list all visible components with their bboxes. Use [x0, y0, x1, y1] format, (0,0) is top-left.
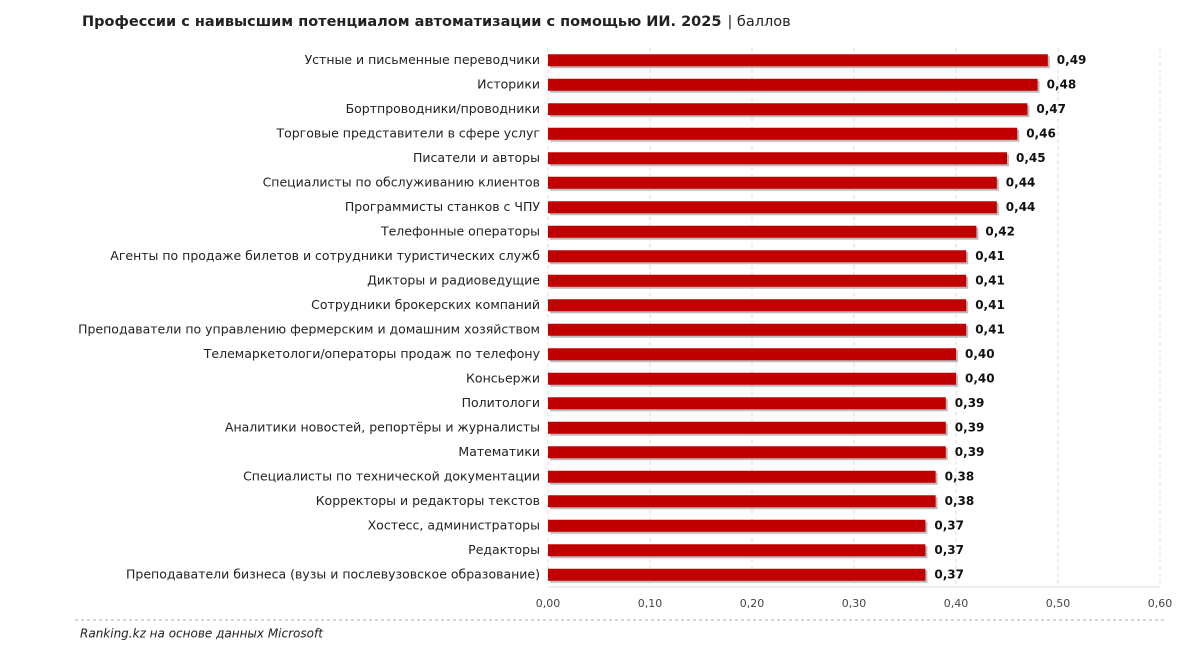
y-tick-label: Аналитики новостей, репортёры и журналис…	[225, 419, 540, 434]
value-label: 0,41	[975, 249, 1005, 263]
bar	[548, 176, 997, 189]
y-tick-label: Преподаватели по управлению фермерским и…	[78, 321, 540, 336]
source: Ranking.kz на основе данных Microsoft	[80, 627, 324, 641]
bar	[548, 78, 1038, 91]
y-tick-label: Писатели и авторы	[413, 150, 540, 165]
y-tick-label: Специалисты по технической документации	[243, 468, 540, 483]
value-label: 0,39	[955, 445, 985, 459]
bar	[548, 397, 946, 410]
value-label: 0,37	[934, 543, 964, 557]
x-tick-label: 0,30	[842, 597, 867, 610]
bar	[548, 54, 1048, 67]
bar	[548, 372, 956, 385]
x-tick-label: 0,10	[638, 597, 663, 610]
y-tick-label: Корректоры и редакторы текстов	[316, 493, 540, 508]
y-tick-label: Агенты по продаже билетов и сотрудники т…	[110, 248, 540, 263]
bar	[548, 127, 1018, 140]
bar	[548, 568, 926, 581]
y-tick-label: Устные и письменные переводчики	[305, 52, 540, 67]
y-tick-label: Телефонные операторы	[380, 223, 540, 238]
value-label: 0,38	[945, 494, 975, 508]
y-tick-label: Программисты станков с ЧПУ	[345, 199, 540, 214]
bar	[548, 225, 977, 238]
plot: 0,00 0,10 0,20 0,30 0,40 0,50 0,60 Устные и пис…	[78, 48, 1172, 610]
bar	[548, 323, 967, 336]
x-tick-label: 0,50	[1046, 597, 1071, 610]
chart-title: Профессии с наивысшим потенциалом автома…	[82, 14, 791, 30]
y-tick-label: Специалисты по обслуживанию клиентов	[263, 174, 540, 189]
value-label: 0,44	[1006, 200, 1036, 214]
y-tick-label: Сотрудники брокерских компаний	[311, 297, 540, 312]
bar	[548, 299, 967, 312]
value-label: 0,45	[1016, 151, 1046, 165]
y-tick-label: Хостесс, администраторы	[368, 517, 540, 532]
value-label: 0,40	[965, 371, 995, 385]
bar	[548, 544, 926, 557]
value-label: 0,46	[1026, 126, 1056, 140]
y-tick-label: Редакторы	[468, 542, 540, 557]
value-label: 0,48	[1047, 77, 1077, 91]
unit-text: | баллов	[727, 14, 790, 30]
bar	[548, 470, 936, 483]
x-tick-label: 0,00	[536, 597, 561, 610]
bar	[548, 152, 1007, 165]
bar	[548, 103, 1028, 116]
bar	[548, 495, 936, 508]
value-label: 0,41	[975, 273, 1005, 287]
y-tick-label: Преподаватели бизнеса (вузы и послевузов…	[126, 566, 540, 581]
y-tick-label: Бортпроводники/проводники	[346, 101, 540, 116]
y-tick-label: Консьержи	[466, 370, 540, 385]
value-label: 0,49	[1057, 53, 1087, 67]
bar	[548, 348, 956, 361]
title-text: Профессии с наивысшим потенциалом автома…	[82, 14, 721, 30]
bar	[548, 274, 967, 287]
y-tick-label: Историки	[477, 76, 540, 91]
x-tick-label: 0,20	[740, 597, 765, 610]
value-label: 0,44	[1006, 175, 1036, 189]
x-tick-label: 0,60	[1148, 597, 1173, 610]
value-label: 0,39	[955, 420, 985, 434]
x-tick-label: 0,40	[944, 597, 969, 610]
bar	[548, 421, 946, 434]
y-tick-label: Политологи	[462, 395, 540, 410]
value-label: 0,42	[985, 224, 1015, 238]
value-label: 0,41	[975, 322, 1005, 336]
value-label: 0,39	[955, 396, 985, 410]
y-tick-label: Дикторы и радиоведущие	[367, 272, 540, 287]
bar	[548, 250, 967, 263]
y-tick-label: Торговые представители в сфере услуг	[275, 125, 540, 140]
value-label: 0,40	[965, 347, 995, 361]
value-label: 0,37	[934, 518, 964, 532]
y-tick-label: Математики	[458, 444, 540, 459]
value-label: 0,38	[945, 469, 975, 483]
value-label: 0,41	[975, 298, 1005, 312]
value-label: 0,47	[1036, 102, 1066, 116]
value-label: 0,37	[934, 567, 964, 581]
y-tick-label: Телемаркетологи/операторы продаж по теле…	[203, 346, 541, 361]
bar	[548, 201, 997, 214]
bar	[548, 446, 946, 459]
bar	[548, 519, 926, 532]
